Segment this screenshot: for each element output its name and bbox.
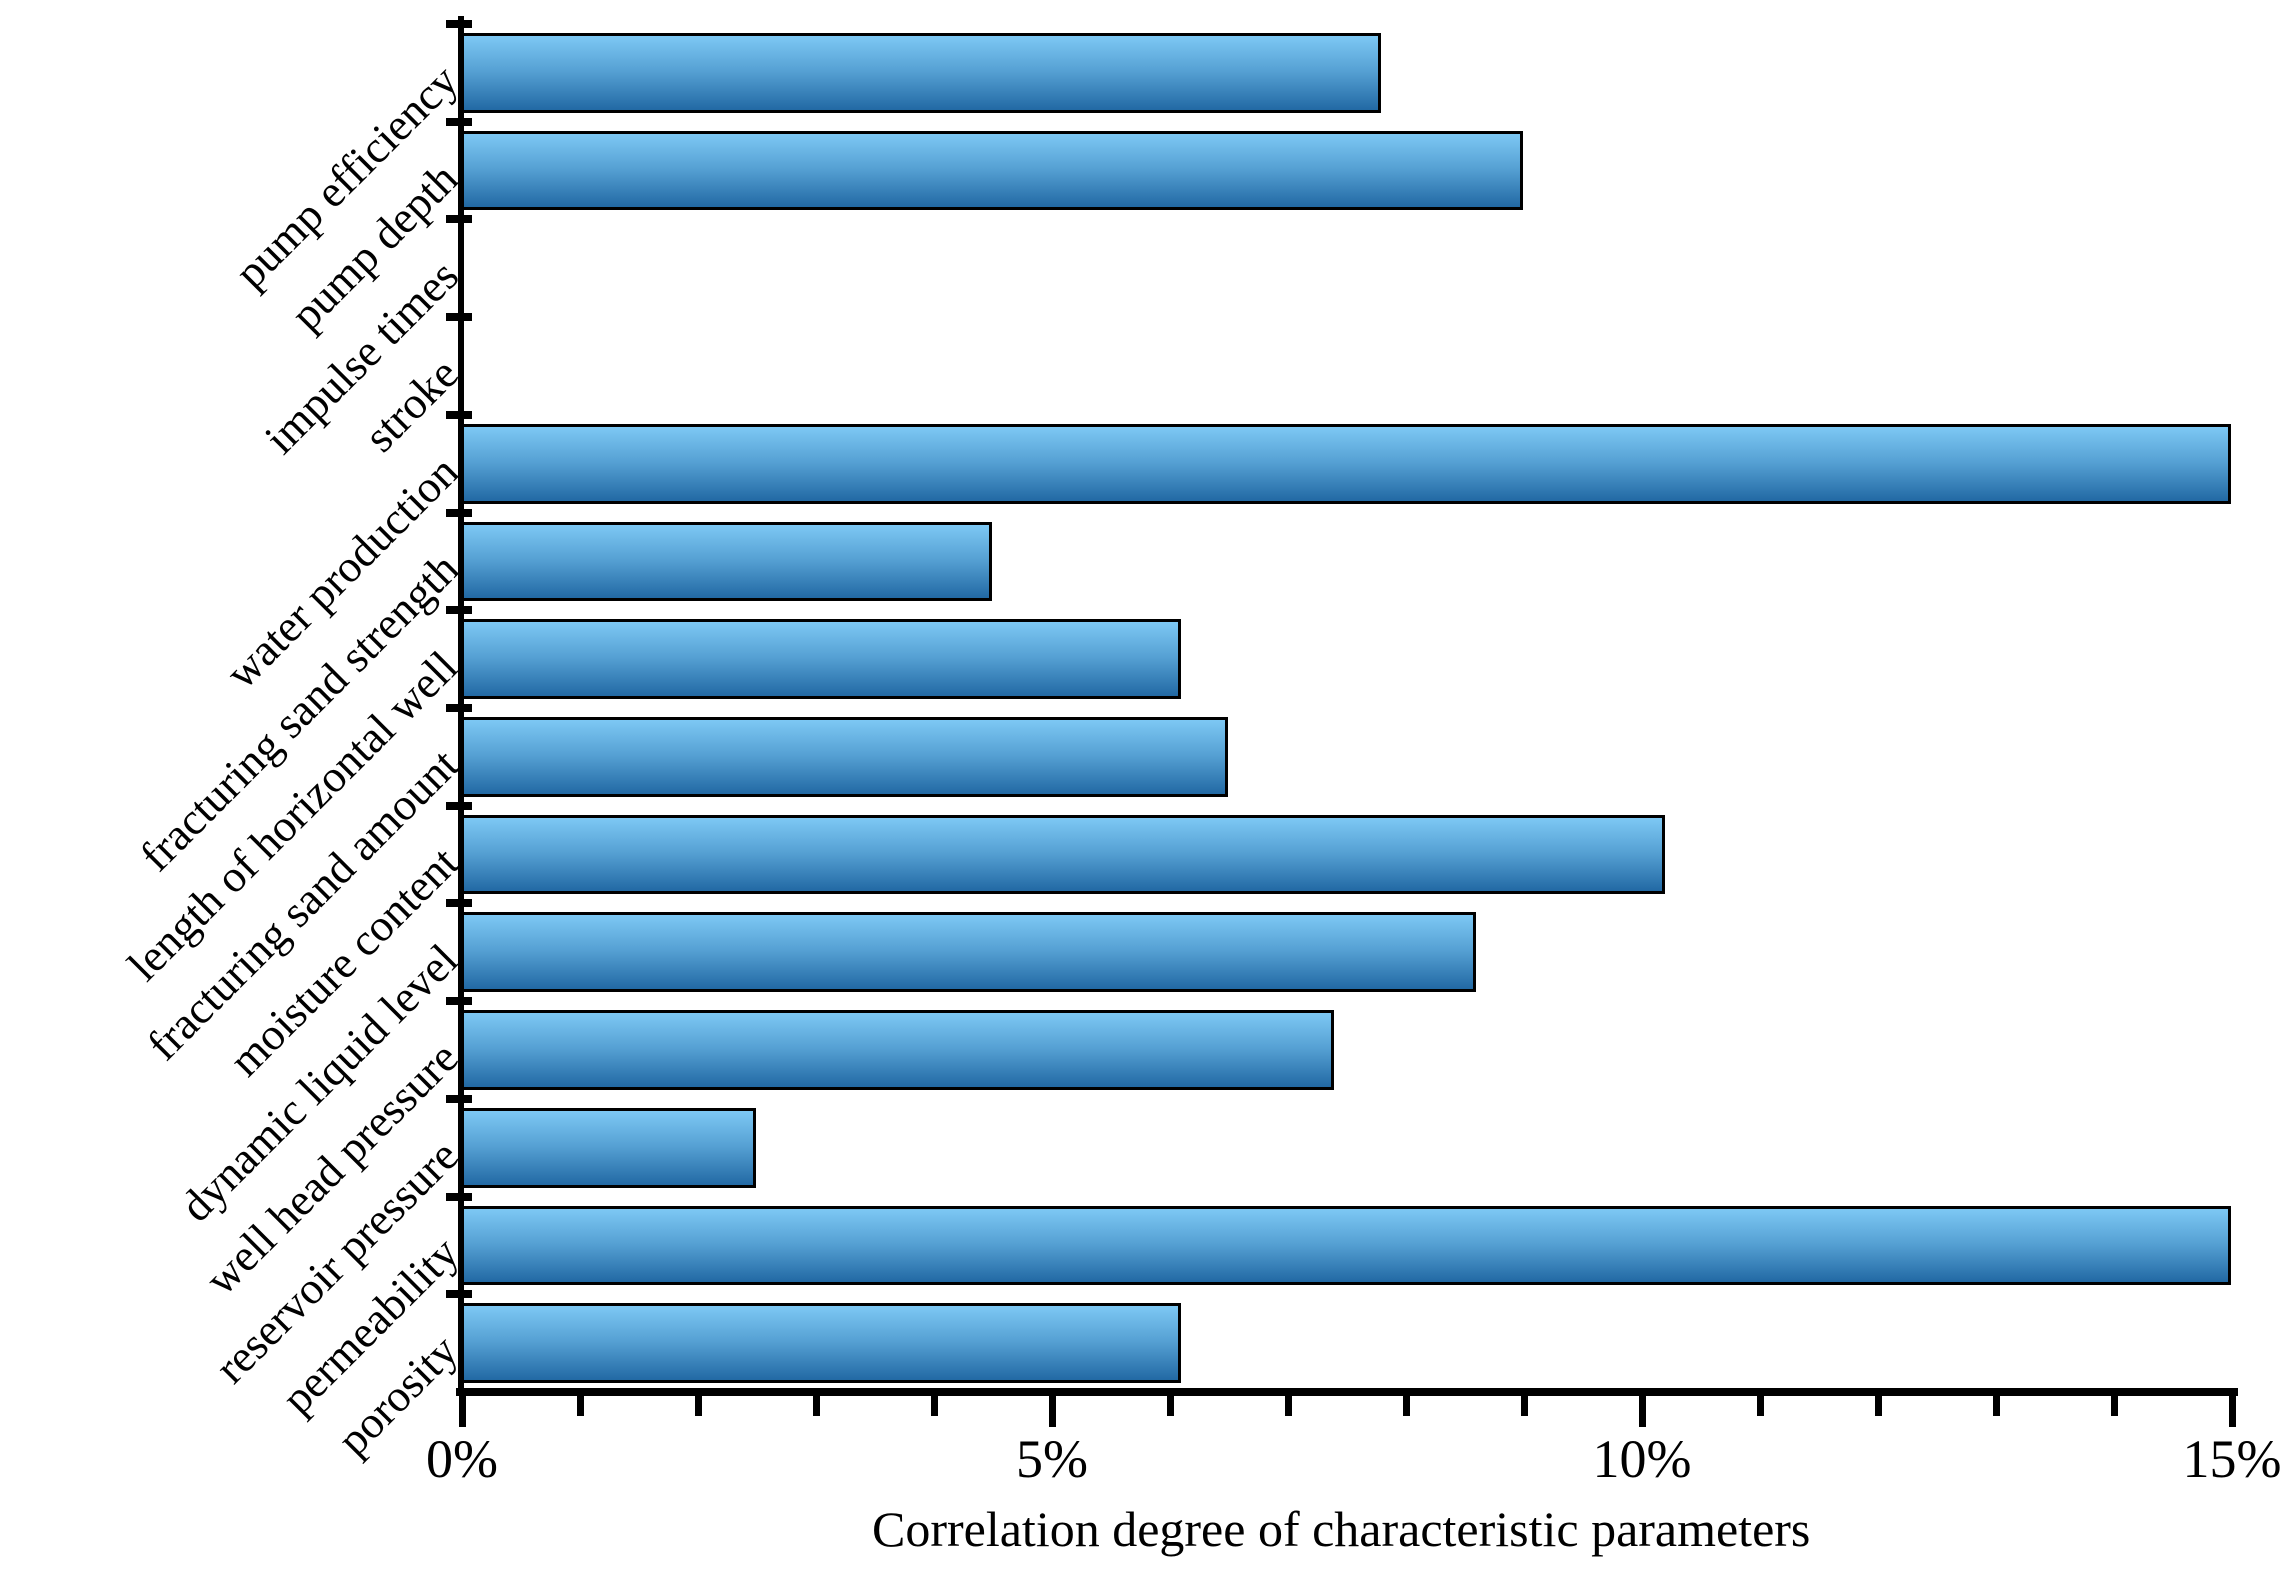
y-axis-tick bbox=[446, 410, 472, 419]
x-axis-minor-tick bbox=[1166, 1396, 1174, 1416]
x-tick-label: 10% bbox=[1592, 1429, 1692, 1489]
bar-fracturing-sand-strength bbox=[461, 521, 992, 602]
x-axis-minor-tick bbox=[812, 1396, 820, 1416]
x-axis-minor-tick bbox=[576, 1396, 584, 1416]
x-tick-label: 15% bbox=[2182, 1429, 2282, 1489]
x-axis-minor-tick bbox=[1402, 1396, 1410, 1416]
bar-dynamic-liquid-level bbox=[461, 912, 1476, 993]
x-axis-major-tick bbox=[458, 1396, 466, 1427]
y-axis-tick bbox=[446, 1094, 472, 1103]
y-axis-tick bbox=[446, 1290, 472, 1299]
y-axis-tick bbox=[446, 508, 472, 517]
x-axis-major-tick bbox=[1048, 1396, 1056, 1427]
x-axis-major-tick bbox=[1638, 1396, 1646, 1427]
x-axis-minor-tick bbox=[930, 1396, 938, 1416]
x-tick-label: 0% bbox=[426, 1429, 498, 1489]
x-axis-title: Correlation degree of characteristic par… bbox=[872, 1501, 1811, 1557]
bar-length-of-horizontal-well bbox=[461, 619, 1181, 699]
y-axis-tick bbox=[446, 997, 472, 1006]
x-axis-minor-tick bbox=[694, 1396, 702, 1416]
bar-pump-efficiency bbox=[461, 33, 1382, 113]
y-axis-tick bbox=[446, 801, 472, 810]
bar-moisture-content bbox=[461, 814, 1665, 895]
y-axis-tick bbox=[446, 215, 472, 224]
x-tick-label: 5% bbox=[1016, 1429, 1088, 1489]
x-axis-minor-tick bbox=[1756, 1396, 1764, 1416]
x-axis-minor-tick bbox=[1284, 1396, 1292, 1416]
bar-porosity bbox=[461, 1303, 1181, 1383]
y-axis-tick bbox=[446, 899, 472, 908]
x-axis-major-tick bbox=[2228, 1396, 2236, 1427]
bar-water-production bbox=[461, 423, 2231, 504]
bar-reservoir-pressure bbox=[461, 1107, 756, 1188]
y-axis-tick bbox=[446, 606, 472, 615]
y-axis-tick bbox=[446, 20, 472, 28]
y-axis-tick bbox=[446, 117, 472, 126]
x-axis-minor-tick bbox=[2110, 1396, 2118, 1416]
x-axis-line bbox=[456, 1388, 2238, 1396]
x-axis-minor-tick bbox=[1520, 1396, 1528, 1416]
x-axis-minor-tick bbox=[1874, 1396, 1882, 1416]
bar-fracturing-sand-amount bbox=[461, 717, 1228, 797]
bar-permeability bbox=[461, 1205, 2231, 1286]
bar-well-head-pressure bbox=[461, 1010, 1335, 1090]
y-axis-tick bbox=[446, 704, 472, 712]
y-axis-tick bbox=[446, 1192, 472, 1201]
y-axis-tick bbox=[446, 313, 472, 322]
bar-pump-depth bbox=[461, 130, 1523, 211]
x-axis-minor-tick bbox=[1992, 1396, 2000, 1416]
